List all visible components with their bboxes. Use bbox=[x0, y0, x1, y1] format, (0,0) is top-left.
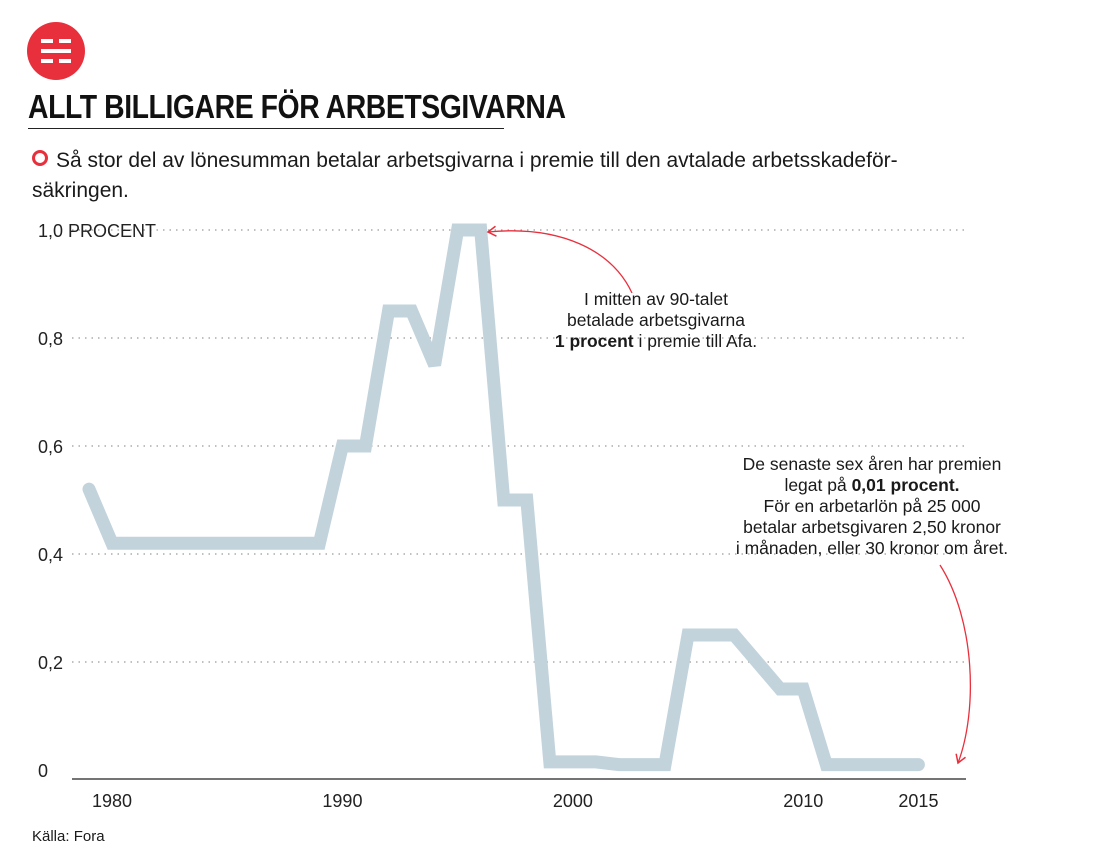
brand-logo-icon bbox=[27, 22, 85, 80]
grid-lines bbox=[72, 229, 966, 780]
annotation-line: 1 procent i premie till Afa. bbox=[555, 331, 757, 351]
series-lines bbox=[82, 223, 925, 772]
annotation-line: För en arbetarlön på 25 000 bbox=[764, 496, 981, 516]
annotation-arrow bbox=[939, 564, 972, 765]
x-tick-label: 2015 bbox=[898, 791, 938, 811]
x-tick-label: 2010 bbox=[783, 791, 823, 811]
annotation-line: De senaste sex åren har premien bbox=[743, 454, 1002, 474]
series-line bbox=[82, 223, 925, 772]
annotation-arrow bbox=[486, 225, 633, 294]
subtitle-line-1: Så stor del av lönesumman betalar arbets… bbox=[56, 149, 898, 172]
axis-ticks: 0 0,2 0,4 0,6 0,8 1,0 PROCENT 1980 1990 2000 2010… bbox=[38, 221, 938, 811]
annotation-line: legat på 0,01 procent. bbox=[784, 475, 959, 495]
y-tick-label: 0,8 bbox=[38, 329, 63, 349]
annotation-line: betalar arbetsgivaren 2,50 kronor bbox=[743, 517, 1001, 537]
x-tick-label: 1980 bbox=[92, 791, 132, 811]
y-tick-label: 1,0 PROCENT bbox=[38, 221, 156, 241]
title-underline bbox=[28, 128, 504, 129]
source-note: Källa: Fora bbox=[32, 828, 105, 845]
annotation-line: I mitten av 90-talet bbox=[584, 289, 728, 309]
y-tick-label: 0,2 bbox=[38, 653, 63, 673]
subtitle-line-2: säkringen. bbox=[32, 179, 129, 202]
x-tick-label: 1990 bbox=[322, 791, 362, 811]
chart-subtitle: Så stor del av lönesumman betalar arbets… bbox=[32, 146, 1032, 206]
annotation-line: betalade arbetsgivarna bbox=[567, 310, 745, 330]
x-tick-label: 2000 bbox=[553, 791, 593, 811]
y-tick-label: 0 bbox=[38, 761, 48, 781]
chart-title: ALLT BILLIGARE FÖR ARBETSGIVARNA bbox=[28, 88, 566, 125]
y-tick-label: 0,6 bbox=[38, 437, 63, 457]
annotation-line: i månaden, eller 30 kronor om året. bbox=[736, 538, 1008, 558]
y-tick-label: 0,4 bbox=[38, 545, 63, 565]
bullet-icon bbox=[32, 150, 48, 166]
